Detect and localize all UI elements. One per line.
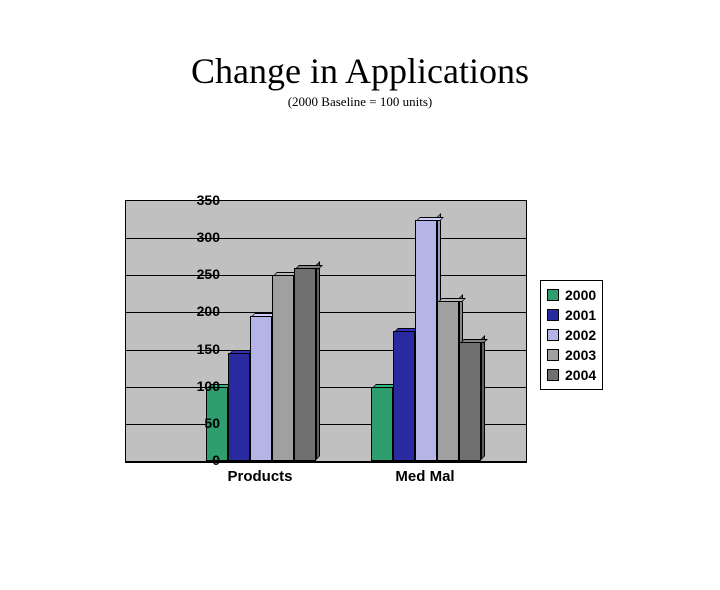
y-tick-label: 300 [180,229,220,245]
bar [415,220,437,461]
legend-item: 2004 [547,365,596,385]
x-category-label: Products [205,468,315,485]
y-tick-label: 100 [180,378,220,394]
bar [272,275,294,461]
legend-label: 2000 [565,285,596,305]
y-tick-label: 0 [180,452,220,468]
bar [294,268,316,461]
legend-item: 2000 [547,285,596,305]
x-category-label: Med Mal [370,468,480,485]
chart-title: Change in Applications [0,50,720,92]
legend: 20002001200220032004 [540,280,603,390]
bar [250,316,272,461]
chart-subtitle: (2000 Baseline = 100 units) [0,94,720,110]
bar [459,342,481,461]
legend-label: 2003 [565,345,596,365]
legend-swatch [547,349,559,361]
legend-swatch [547,309,559,321]
legend-item: 2003 [547,345,596,365]
legend-swatch [547,329,559,341]
y-tick-label: 200 [180,303,220,319]
y-tick-label: 50 [180,415,220,431]
legend-label: 2001 [565,305,596,325]
y-tick-label: 350 [180,192,220,208]
legend-swatch [547,289,559,301]
chart-container: 20002001200220032004 0 50 100 150 200 250 300 3… [70,190,630,520]
legend-swatch [547,369,559,381]
bar [393,331,415,461]
legend-item: 2002 [547,325,596,345]
legend-label: 2004 [565,365,596,385]
bar [437,301,459,461]
y-tick-label: 150 [180,341,220,357]
y-tick-label: 250 [180,266,220,282]
legend-item: 2001 [547,305,596,325]
bar [228,353,250,461]
bar [371,387,393,461]
legend-label: 2002 [565,325,596,345]
